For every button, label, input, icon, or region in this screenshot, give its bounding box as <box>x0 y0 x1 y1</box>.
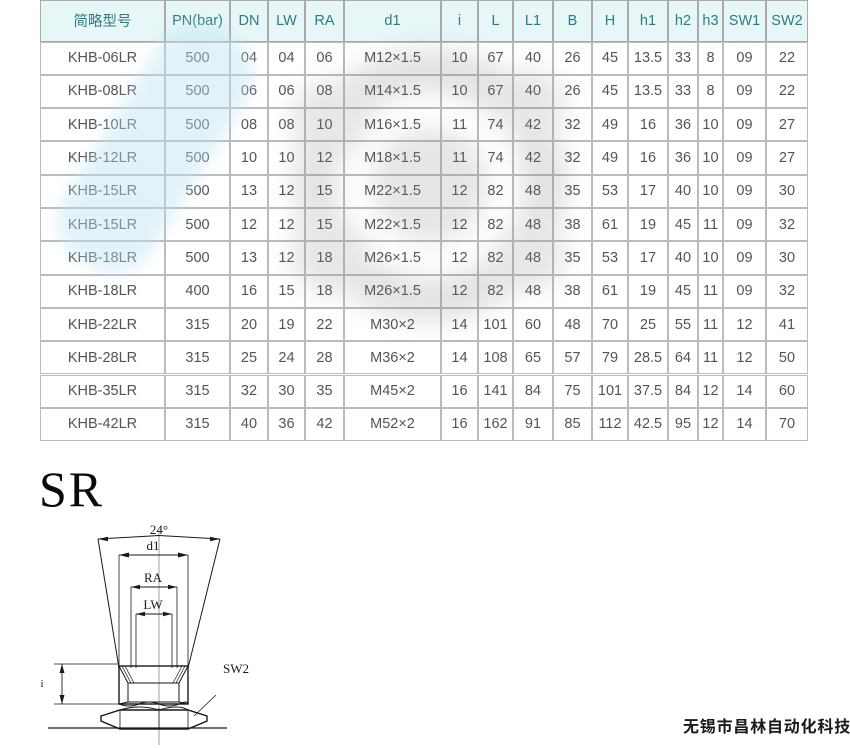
svg-text:24°: 24° <box>150 522 168 537</box>
svg-text:d1: d1 <box>147 538 160 553</box>
svg-text:i: i <box>40 678 43 690</box>
svg-text:LW: LW <box>143 597 163 612</box>
svg-text:SW2: SW2 <box>223 661 249 676</box>
svg-text:RA: RA <box>144 570 163 585</box>
